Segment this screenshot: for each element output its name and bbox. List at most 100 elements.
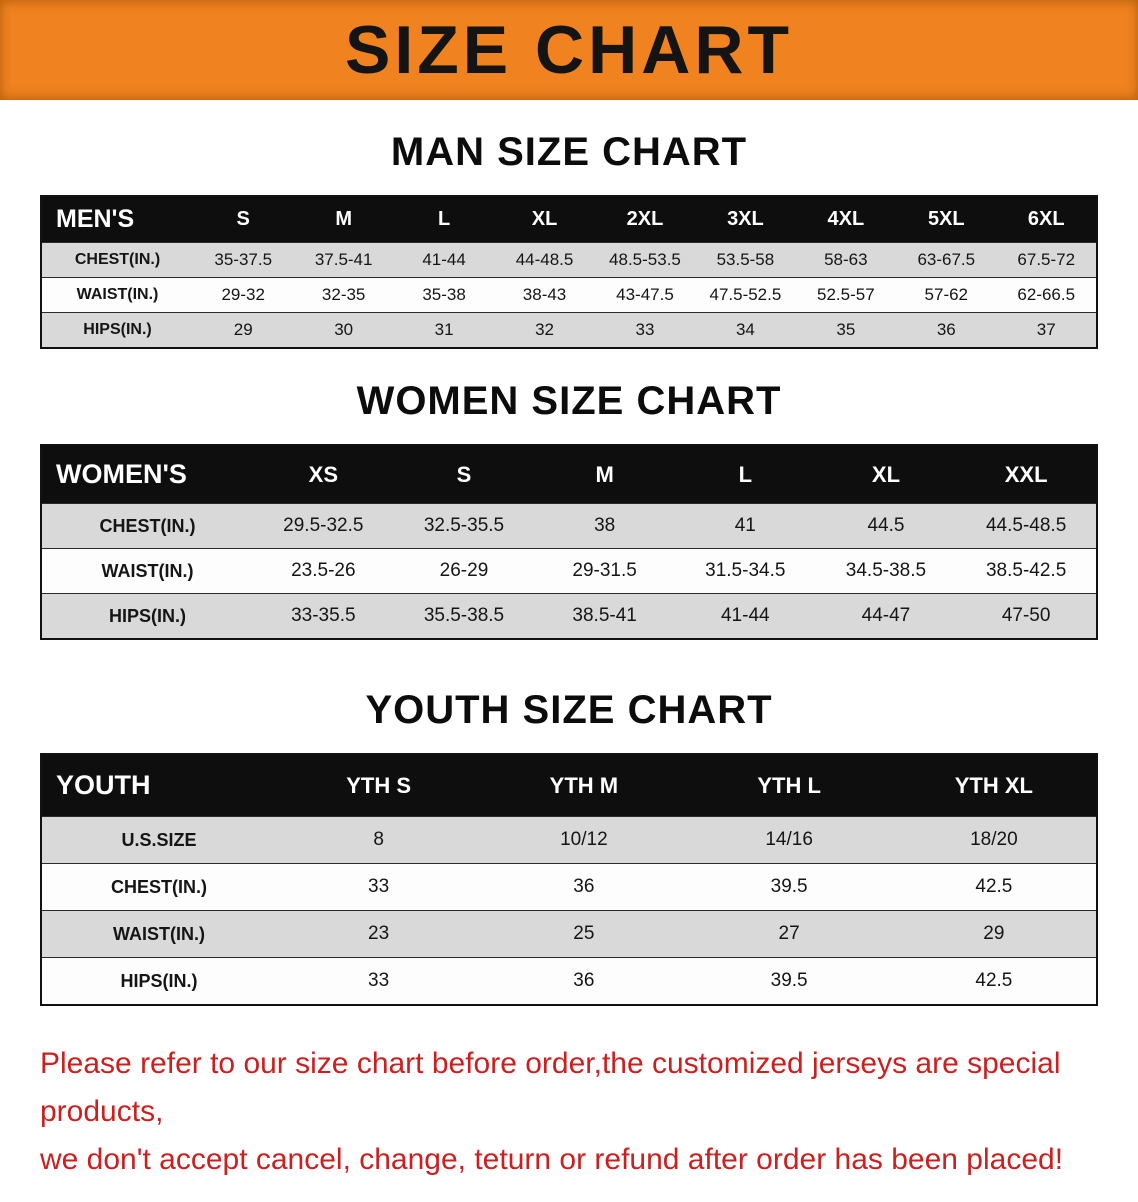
- size-value-cell: 44.5: [815, 503, 957, 549]
- row-label-cell: HIPS(IN.): [41, 957, 276, 1005]
- table-row: WAIST(IN.) 29-32 32-35 35-38 38-43 43-47.5 47.…: [41, 277, 1097, 313]
- size-value-cell: 32-35: [293, 277, 394, 313]
- men-size-section: MAN SIZE CHART MEN'S S M L XL 2XL 3XL 4XL 5XL 6XL…: [0, 130, 1138, 349]
- disclaimer-note: Please refer to our size chart before or…: [40, 1040, 1102, 1184]
- size-value-cell: 42.5: [891, 863, 1097, 911]
- size-value-cell: 26-29: [393, 548, 535, 594]
- size-value-cell: 47-50: [956, 593, 1097, 639]
- size-value-cell: 47.5-52.5: [695, 277, 796, 313]
- size-column-header: S: [193, 196, 294, 243]
- size-value-cell: 38.5-41: [534, 593, 675, 639]
- table-row: HIPS(IN.) 29 30 31 32 33 34 35 36 37: [41, 312, 1097, 348]
- size-value-cell: 29: [193, 312, 294, 348]
- men-size-table: MEN'S S M L XL 2XL 3XL 4XL 5XL 6XL CHEST(IN.) 35-37…: [40, 195, 1098, 349]
- size-value-cell: 27: [686, 910, 892, 958]
- row-label-cell: WAIST(IN.): [41, 910, 276, 958]
- table-title-cell: YOUTH: [41, 754, 276, 817]
- size-value-cell: 44-48.5: [494, 242, 595, 278]
- banner-title: SIZE CHART: [345, 12, 793, 88]
- size-value-cell: 42.5: [891, 957, 1097, 1005]
- size-value-cell: 36: [481, 957, 687, 1005]
- table-title-cell: MEN'S: [41, 196, 193, 243]
- size-value-cell: 25: [481, 910, 687, 958]
- size-value-cell: 10/12: [481, 816, 687, 864]
- table-header-row: YOUTH YTH S YTH M YTH L YTH XL: [41, 754, 1097, 817]
- size-value-cell: 32.5-35.5: [393, 503, 535, 549]
- size-value-cell: 30: [293, 312, 394, 348]
- table-title-cell: WOMEN'S: [41, 445, 253, 504]
- size-value-cell: 37: [996, 312, 1097, 348]
- table-row: HIPS(IN.) 33-35.5 35.5-38.5 38.5-41 41-44 44-…: [41, 593, 1097, 639]
- size-column-header: XL: [494, 196, 595, 243]
- table-header-row: MEN'S S M L XL 2XL 3XL 4XL 5XL 6XL: [41, 196, 1097, 243]
- size-value-cell: 23: [276, 910, 482, 958]
- size-column-header: YTH M: [481, 754, 687, 817]
- women-size-table: WOMEN'S XS S M L XL XXL CHEST(IN.) 29.5-32.5 32.5…: [40, 444, 1098, 640]
- size-column-header: 5XL: [896, 196, 997, 243]
- size-value-cell: 62-66.5: [996, 277, 1097, 313]
- size-value-cell: 35: [795, 312, 897, 348]
- size-value-cell: 33: [594, 312, 696, 348]
- size-value-cell: 36: [481, 863, 687, 911]
- size-value-cell: 63-67.5: [896, 242, 997, 278]
- size-value-cell: 38-43: [494, 277, 595, 313]
- table-row: U.S.SIZE 8 10/12 14/16 18/20: [41, 816, 1097, 864]
- size-column-header: YTH L: [686, 754, 892, 817]
- size-value-cell: 44-47: [815, 593, 957, 639]
- size-value-cell: 29: [891, 910, 1097, 958]
- table-row: CHEST(IN.) 29.5-32.5 32.5-35.5 38 41 44.5 44.5…: [41, 503, 1097, 549]
- size-value-cell: 39.5: [686, 863, 892, 911]
- youth-size-section: YOUTH SIZE CHART YOUTH YTH S YTH M YTH L YTH…: [0, 688, 1138, 1006]
- row-label-cell: HIPS(IN.): [41, 593, 253, 639]
- table-row: HIPS(IN.) 33 36 39.5 42.5: [41, 957, 1097, 1005]
- size-value-cell: 48.5-53.5: [594, 242, 696, 278]
- size-column-header: M: [293, 196, 394, 243]
- size-column-header: YTH S: [276, 754, 482, 817]
- size-value-cell: 57-62: [896, 277, 997, 313]
- row-label-cell: WAIST(IN.): [41, 277, 193, 313]
- youth-size-table: YOUTH YTH S YTH M YTH L YTH XL U.S.SIZE 8 10/12…: [40, 753, 1098, 1006]
- size-value-cell: 29-31.5: [534, 548, 675, 594]
- row-label-cell: U.S.SIZE: [41, 816, 276, 864]
- size-value-cell: 33-35.5: [253, 593, 394, 639]
- size-value-cell: 31: [393, 312, 495, 348]
- size-value-cell: 32: [494, 312, 595, 348]
- size-value-cell: 23.5-26: [253, 548, 394, 594]
- size-value-cell: 67.5-72: [996, 242, 1097, 278]
- size-value-cell: 37.5-41: [293, 242, 394, 278]
- size-value-cell: 18/20: [891, 816, 1097, 864]
- size-value-cell: 52.5-57: [795, 277, 897, 313]
- size-column-header: YTH XL: [891, 754, 1097, 817]
- size-chart-banner: SIZE CHART: [0, 0, 1138, 100]
- disclaimer-line-1: Please refer to our size chart before or…: [40, 1047, 1061, 1128]
- size-value-cell: 41-44: [674, 593, 816, 639]
- size-value-cell: 36: [896, 312, 997, 348]
- size-column-header: XXL: [956, 445, 1097, 504]
- size-column-header: M: [534, 445, 675, 504]
- women-section-heading: WOMEN SIZE CHART: [356, 379, 782, 423]
- size-column-header: 3XL: [695, 196, 796, 243]
- size-value-cell: 38.5-42.5: [956, 548, 1097, 594]
- row-label-cell: HIPS(IN.): [41, 312, 193, 348]
- size-value-cell: 35.5-38.5: [393, 593, 535, 639]
- disclaimer-line-2: we don't accept cancel, change, teturn o…: [40, 1143, 1064, 1176]
- size-column-header: 2XL: [594, 196, 696, 243]
- size-value-cell: 31.5-34.5: [674, 548, 816, 594]
- table-header-row: WOMEN'S XS S M L XL XXL: [41, 445, 1097, 504]
- size-value-cell: 43-47.5: [594, 277, 696, 313]
- size-value-cell: 34: [695, 312, 796, 348]
- row-label-cell: CHEST(IN.): [41, 503, 253, 549]
- size-value-cell: 44.5-48.5: [956, 503, 1097, 549]
- size-value-cell: 41: [674, 503, 816, 549]
- table-row: WAIST(IN.) 23.5-26 26-29 29-31.5 31.5-34.5 34…: [41, 548, 1097, 594]
- women-size-section: WOMEN SIZE CHART WOMEN'S XS S M L XL XXL CHEST(…: [0, 379, 1138, 640]
- size-column-header: 4XL: [795, 196, 897, 243]
- size-value-cell: 41-44: [393, 242, 495, 278]
- size-column-header: S: [393, 445, 535, 504]
- row-label-cell: CHEST(IN.): [41, 242, 193, 278]
- size-value-cell: 34.5-38.5: [815, 548, 957, 594]
- table-row: CHEST(IN.) 35-37.5 37.5-41 41-44 44-48.5 48.5…: [41, 242, 1097, 278]
- size-column-header: XL: [815, 445, 957, 504]
- table-row: WAIST(IN.) 23 25 27 29: [41, 910, 1097, 958]
- size-value-cell: 29-32: [193, 277, 294, 313]
